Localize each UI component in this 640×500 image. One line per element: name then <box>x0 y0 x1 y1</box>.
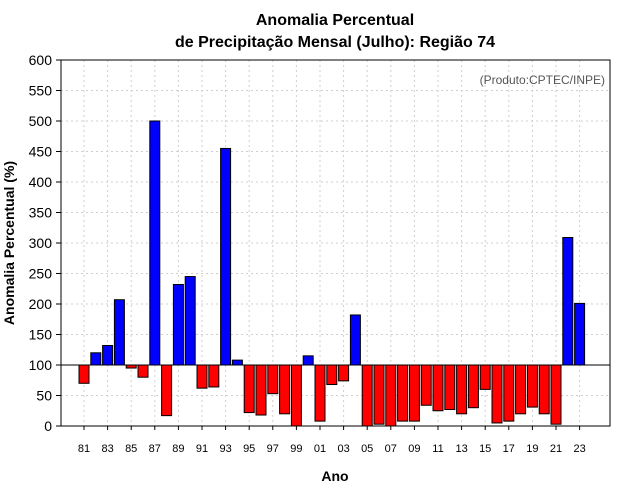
bar-layer <box>78 120 586 427</box>
bar-09 <box>408 364 420 422</box>
bar-20 <box>538 364 550 415</box>
bar-05 <box>361 364 373 427</box>
bar-04 <box>349 314 361 366</box>
bar-12 <box>444 364 456 411</box>
y-tick-label: 350 <box>29 205 53 221</box>
x-tick-label: 93 <box>219 443 231 455</box>
bar-96 <box>255 364 267 416</box>
bar-02 <box>326 364 338 386</box>
x-tick-label: 13 <box>455 443 467 455</box>
y-tick-label: 150 <box>29 327 53 343</box>
bar-01 <box>314 364 326 422</box>
x-tick-label: 19 <box>526 443 538 455</box>
y-tick-label: 500 <box>29 113 53 129</box>
bar-22 <box>562 237 574 366</box>
bar-86 <box>137 364 149 378</box>
y-tick-label: 100 <box>29 357 53 373</box>
bar-07 <box>385 364 397 427</box>
bar-03 <box>338 364 350 382</box>
bar-16 <box>491 364 503 424</box>
bar-87 <box>149 120 161 366</box>
x-axis-ticks: 81 83 85 87 89 91 93 95 97 99 01 03 05 07 09 11 13 15 17 19… <box>78 426 586 455</box>
x-tick-label: 99 <box>290 443 302 455</box>
source-annotation: (Produto:CPTEC/INPE) <box>480 73 605 87</box>
y-tick-label: 250 <box>29 266 53 282</box>
bar-82 <box>90 352 102 366</box>
x-tick-label: 05 <box>361 443 373 455</box>
bar-85 <box>125 364 137 369</box>
bar-06 <box>373 364 385 425</box>
x-tick-label: 95 <box>243 443 255 455</box>
bar-90 <box>184 276 196 366</box>
bar-93 <box>220 147 232 366</box>
y-tick-label: 550 <box>29 83 53 99</box>
bar-14 <box>467 364 479 409</box>
bar-92 <box>208 364 220 388</box>
x-tick-label: 97 <box>267 443 279 455</box>
bar-89 <box>172 283 184 366</box>
x-tick-label: 91 <box>196 443 208 455</box>
y-tick-label: 600 <box>29 52 53 68</box>
bar-97 <box>267 364 279 395</box>
x-tick-label: 03 <box>337 443 349 455</box>
chart-title-line1: Anomalia Percentual <box>256 12 414 29</box>
y-tick-label: 50 <box>36 388 52 404</box>
bar-11 <box>432 364 444 412</box>
bar-13 <box>456 364 468 415</box>
x-tick-label: 89 <box>172 443 184 455</box>
bar-83 <box>102 344 114 366</box>
bar-84 <box>113 299 125 366</box>
x-tick-label: 17 <box>503 443 515 455</box>
x-tick-label: 85 <box>125 443 137 455</box>
bar-23 <box>574 302 586 366</box>
bar-15 <box>479 364 491 390</box>
bar-18 <box>515 364 527 415</box>
x-tick-label: 11 <box>432 443 443 455</box>
bar-98 <box>279 364 291 415</box>
x-tick-label: 81 <box>78 443 90 455</box>
bar-88 <box>161 364 173 417</box>
bar-95 <box>243 364 255 414</box>
bar-17 <box>503 364 515 422</box>
bar-94 <box>231 359 243 366</box>
bar-91 <box>196 364 208 389</box>
bar-00 <box>302 355 314 366</box>
y-tick-label: 450 <box>29 144 53 160</box>
y-tick-label: 200 <box>29 296 53 312</box>
bar-21 <box>550 364 562 425</box>
x-tick-label: 01 <box>314 443 326 455</box>
x-tick-label: 23 <box>573 443 585 455</box>
y-axis-label: Anomalia Percentual (%) <box>1 161 17 325</box>
y-tick-label: 300 <box>29 235 53 251</box>
x-tick-label: 09 <box>408 443 420 455</box>
y-tick-label: 0 <box>44 418 52 434</box>
x-axis-label: Ano <box>321 468 348 484</box>
x-tick-label: 21 <box>550 443 562 455</box>
bar-19 <box>526 364 538 408</box>
y-tick-label: 400 <box>29 174 53 190</box>
y-axis-ticks: 0 50 100 150 200 250 300 350 400 450 500 550 600 <box>29 52 61 434</box>
chart-title-line2: de Precipitação Mensal (Julho): Região 7… <box>175 34 495 51</box>
x-tick-label: 07 <box>385 443 397 455</box>
bar-81 <box>78 364 90 384</box>
x-tick-label: 83 <box>101 443 113 455</box>
x-tick-label: 87 <box>149 443 161 455</box>
bar-10 <box>420 364 432 406</box>
x-tick-label: 15 <box>479 443 491 455</box>
bar-08 <box>397 364 409 422</box>
bar-99 <box>290 364 302 427</box>
